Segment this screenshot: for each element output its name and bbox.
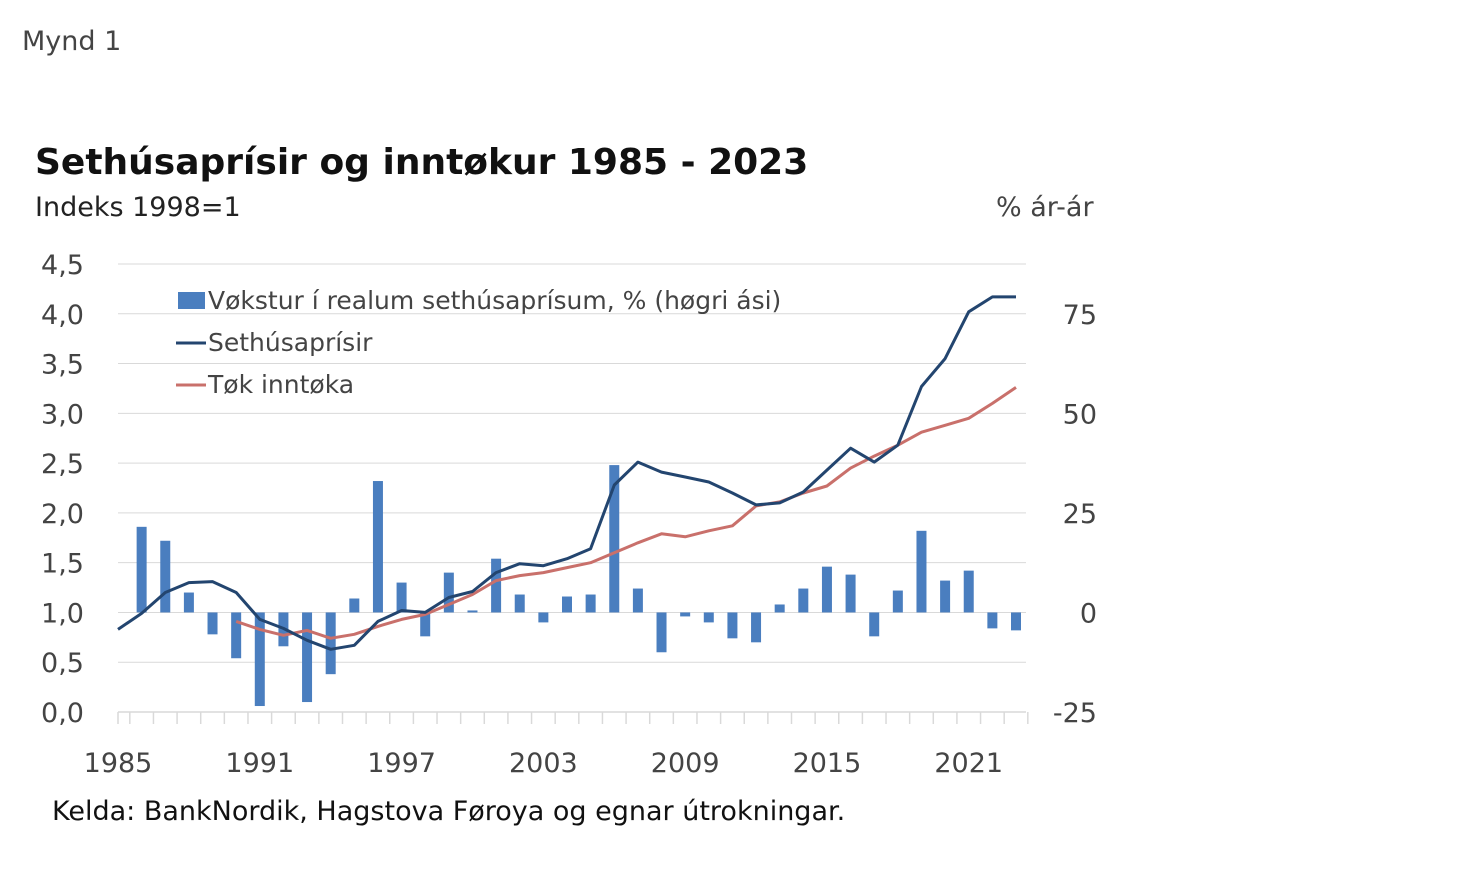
line-series [117, 295, 1017, 651]
right-axis-unit: % ár-ár [996, 192, 1094, 223]
left-tick-label: 2,0 [41, 499, 84, 530]
figure-label: Mynd 1 [22, 26, 122, 57]
legend: Vøkstur í realum sethúsaprísum, % (høgri… [176, 286, 781, 399]
bar [680, 612, 691, 617]
right-tick-label: 75 [1063, 300, 1097, 331]
left-tick-label: 4,0 [41, 300, 84, 331]
bar [727, 612, 738, 639]
bar [821, 566, 832, 613]
x-tick-label: 2015 [793, 748, 862, 779]
bar [136, 526, 147, 613]
bar [349, 598, 360, 613]
bar [372, 481, 383, 613]
bar [207, 612, 218, 635]
bar [491, 558, 502, 613]
income-line [235, 386, 1017, 640]
bar [302, 612, 313, 703]
left-tick-label: 0,0 [41, 698, 84, 729]
bar [845, 574, 856, 613]
right-tick-label: -25 [1053, 698, 1097, 729]
right-tick-label: 50 [1063, 399, 1097, 430]
bar [1011, 612, 1021, 631]
x-tick-label: 2021 [934, 748, 1003, 779]
source-note: Kelda: BankNordik, Hagstova Føroya og eg… [52, 796, 846, 827]
bar [892, 590, 903, 613]
bar-series [136, 465, 1021, 707]
bar [183, 592, 194, 613]
left-tick-label: 2,5 [41, 449, 84, 480]
left-tick-label: 1,0 [41, 598, 84, 629]
bar [940, 580, 951, 613]
bar [254, 612, 265, 707]
bar [869, 612, 880, 637]
left-tick-label: 3,0 [41, 399, 84, 430]
bar [538, 612, 549, 623]
bar [443, 572, 454, 613]
bar [609, 465, 620, 613]
x-tick-label: 1997 [367, 748, 436, 779]
bar [963, 570, 974, 613]
legend-income-label: Tøk inntøka [207, 370, 354, 399]
x-axis [117, 711, 1029, 724]
bar [656, 612, 667, 653]
bar [160, 540, 171, 613]
legend-house-price-label: Sethúsaprísir [208, 328, 373, 357]
bar [325, 612, 336, 675]
tick-labels: 0,0 0,5 1,0 1,5 2,0 2,5 3,0 3,5 4,0 4,5 -25 0 25 50 75… [41, 250, 1097, 779]
bar [231, 612, 242, 659]
left-tick-label: 4,5 [41, 250, 84, 281]
x-tick-label: 2009 [651, 748, 720, 779]
bar [396, 582, 407, 613]
bar [798, 588, 809, 613]
left-tick-label: 3,5 [41, 350, 84, 381]
bar [585, 594, 596, 613]
x-tick-label: 1985 [84, 748, 153, 779]
bar [420, 612, 431, 637]
chart-title: Sethúsaprísir og inntøkur 1985 - 2023 [35, 142, 809, 183]
legend-bar-label: Vøkstur í realum sethúsaprísum, % (høgri… [208, 286, 781, 315]
bar [774, 604, 785, 613]
right-tick-label: 0 [1080, 598, 1097, 629]
x-tick-label: 1991 [225, 748, 294, 779]
house-price-line [117, 295, 1016, 651]
x-tick-label: 2003 [509, 748, 578, 779]
right-tick-label: 25 [1063, 499, 1097, 530]
bar [632, 588, 643, 613]
left-axis-unit: Indeks 1998=1 [35, 192, 241, 223]
left-tick-label: 1,5 [41, 549, 84, 580]
bar [987, 612, 998, 629]
left-tick-label: 0,5 [41, 648, 84, 679]
bar [916, 530, 927, 613]
bar [467, 610, 478, 613]
bar [703, 612, 714, 623]
bar [514, 594, 525, 613]
bar [751, 612, 762, 643]
legend-bar-swatch [178, 292, 205, 309]
bar [562, 596, 572, 613]
